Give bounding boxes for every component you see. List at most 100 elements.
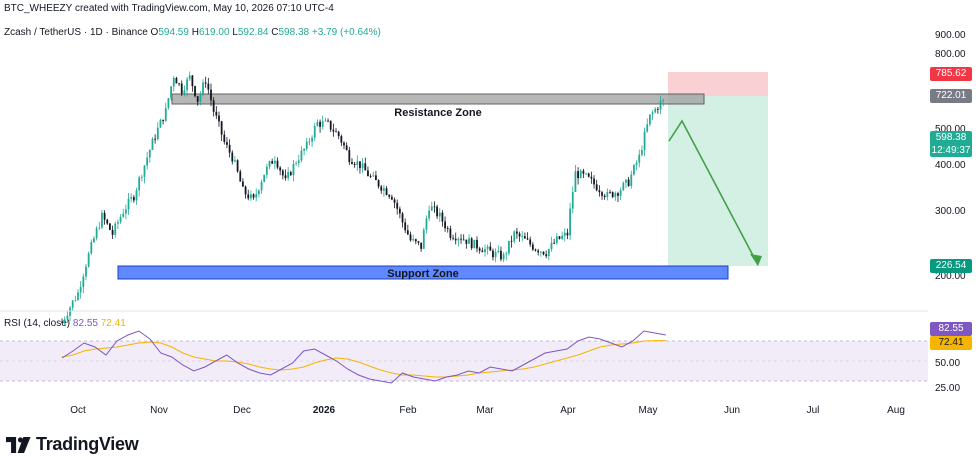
candle-down: [492, 250, 494, 258]
candle-up: [287, 172, 290, 179]
candle-down: [587, 173, 590, 177]
candle-up: [372, 175, 375, 177]
candle-up: [130, 197, 133, 199]
candle-down: [380, 186, 383, 191]
symbol-name[interactable]: Zcash / TetherUS · 1D · Binance: [4, 27, 148, 38]
candle-down: [154, 138, 157, 140]
projection-arrow[interactable]: [668, 119, 759, 266]
open-value: 594.59: [158, 27, 189, 38]
rsi-header: RSI (14, close) 82.55 72.41: [4, 318, 126, 329]
candle-up: [635, 162, 638, 165]
candle-down: [577, 171, 579, 179]
candle-up: [82, 276, 85, 287]
candle-up: [156, 127, 159, 140]
candle-down: [601, 192, 603, 196]
candle-down: [359, 161, 361, 169]
candle-down: [617, 193, 619, 196]
rsi-label[interactable]: RSI (14, close): [4, 318, 71, 329]
candle-down: [409, 234, 412, 241]
candle-down: [558, 236, 561, 239]
candle-up: [625, 179, 627, 183]
time-tick-label: Jun: [724, 405, 740, 416]
candle-down: [404, 222, 407, 231]
candle-down: [441, 212, 444, 222]
time-tick-label: Nov: [150, 405, 168, 416]
candle-down: [236, 160, 239, 172]
candle-up: [119, 216, 122, 223]
candle-up: [234, 160, 236, 162]
candle-down: [340, 136, 343, 143]
candle-up: [186, 79, 188, 91]
candle-up: [497, 250, 500, 253]
candle-up: [659, 100, 662, 110]
price-chart[interactable]: Resistance Zone Support Zone 900.00 800.0…: [0, 0, 976, 430]
candle-up: [505, 253, 508, 255]
candle-up: [643, 131, 646, 150]
time-axis[interactable]: Oct Nov Dec 2026 Feb Mar Apr May Jun Jul Aug: [70, 405, 905, 416]
price-tick-label: 400.00: [935, 160, 966, 171]
candle-down: [510, 240, 513, 242]
candle-up: [146, 157, 149, 166]
candle-down: [417, 241, 420, 243]
candle-up: [255, 194, 258, 198]
candle-down: [446, 228, 449, 229]
candle-down: [289, 172, 292, 176]
candle-up: [502, 254, 505, 260]
price-tick-label: 200.00: [935, 271, 966, 282]
candle-down: [244, 186, 247, 195]
stop-price-tag: 785.62: [930, 67, 972, 81]
candle-up: [265, 166, 268, 175]
candle-down: [414, 239, 417, 242]
price-tick-label: 800.00: [935, 49, 966, 60]
rsi-ma-line: [61, 340, 666, 378]
tradingview-logo[interactable]: TradingView: [6, 434, 139, 455]
candle-down: [465, 239, 468, 244]
candle-up: [633, 164, 635, 175]
candle-down: [212, 100, 215, 112]
candle-up: [87, 253, 90, 267]
candle-down: [516, 231, 518, 234]
open-label: O: [150, 27, 159, 38]
candle-down: [566, 232, 569, 236]
candle-up: [250, 194, 252, 199]
candle-down: [103, 212, 106, 220]
candle-down: [396, 202, 399, 209]
candle-down: [281, 170, 284, 176]
candle-down: [279, 167, 282, 171]
candle-down: [364, 163, 367, 171]
candle-up: [563, 232, 566, 236]
time-tick-label: Feb: [399, 405, 417, 416]
candle-up: [135, 190, 138, 201]
candle-up: [473, 239, 476, 249]
time-tick-label: May: [639, 405, 658, 416]
candle-up: [438, 212, 441, 217]
take-profit-zone[interactable]: [668, 96, 768, 266]
candle-down: [553, 242, 556, 244]
candle-up: [183, 90, 186, 94]
time-tick-label: 2026: [313, 405, 336, 416]
resistance-zone-box[interactable]: [171, 93, 705, 105]
candle-up: [101, 212, 103, 228]
candle-up: [422, 229, 425, 249]
candle-down: [542, 251, 545, 255]
stop-loss-zone[interactable]: [668, 72, 768, 96]
candle-up: [93, 238, 95, 243]
candle-up: [651, 112, 654, 115]
support-zone-box[interactable]: [117, 265, 729, 280]
time-tick-label: Apr: [560, 405, 576, 416]
candle-down: [252, 194, 255, 198]
candle-down: [462, 239, 465, 241]
candle-down: [433, 206, 436, 208]
candle-down: [420, 242, 423, 249]
candle-up: [122, 213, 125, 217]
candle-down: [436, 206, 438, 217]
candle-up: [257, 190, 260, 195]
candle-up: [308, 141, 311, 143]
time-tick-label: Mar: [476, 405, 494, 416]
time-tick-label: Oct: [70, 405, 86, 416]
candle-down: [454, 238, 457, 241]
candle-up: [117, 222, 119, 224]
candle-up: [77, 292, 79, 300]
candle-down: [332, 129, 335, 132]
candle-down: [452, 237, 454, 239]
